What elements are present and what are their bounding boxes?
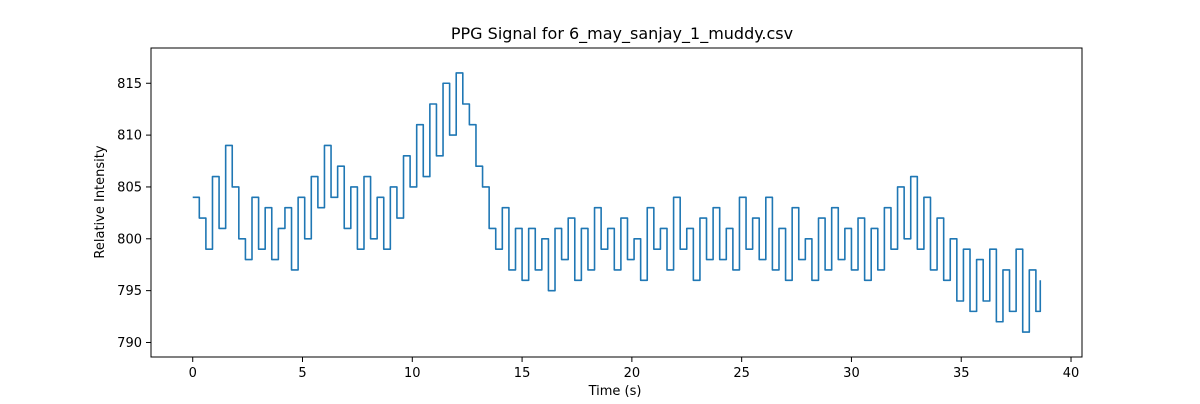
ppg-signal-line	[192, 72, 1042, 333]
y-tick-label: 800	[117, 232, 142, 247]
x-tick-label: 5	[298, 366, 306, 381]
x-tick-label: 35	[953, 366, 970, 381]
x-tick-label: 15	[514, 366, 531, 381]
x-tick-label: 30	[843, 366, 860, 381]
y-tick-label: 815	[117, 77, 142, 92]
x-tick-label: 25	[733, 366, 750, 381]
y-tick-label: 795	[117, 284, 142, 299]
y-tick-label: 810	[117, 129, 142, 144]
x-axis-ticks: 0 5 10 15 20 25 30 35 40	[189, 357, 1080, 381]
plot-area	[192, 72, 1042, 333]
y-tick-label: 805	[117, 180, 142, 195]
y-axis-label: Relative Intensity	[93, 145, 108, 258]
y-tick-label: 790	[117, 336, 142, 351]
chart-title: PPG Signal for 6_may_sanjay_1_muddy.csv	[451, 24, 793, 44]
x-tick-label: 20	[624, 366, 641, 381]
x-axis-label: Time (s)	[588, 384, 642, 399]
axes-frame	[150, 47, 1083, 358]
x-tick-label: 40	[1063, 366, 1080, 381]
x-tick-label: 10	[404, 366, 421, 381]
y-axis-ticks: 790 795 800 805 810 815	[117, 77, 151, 351]
x-tick-label: 0	[189, 366, 197, 381]
